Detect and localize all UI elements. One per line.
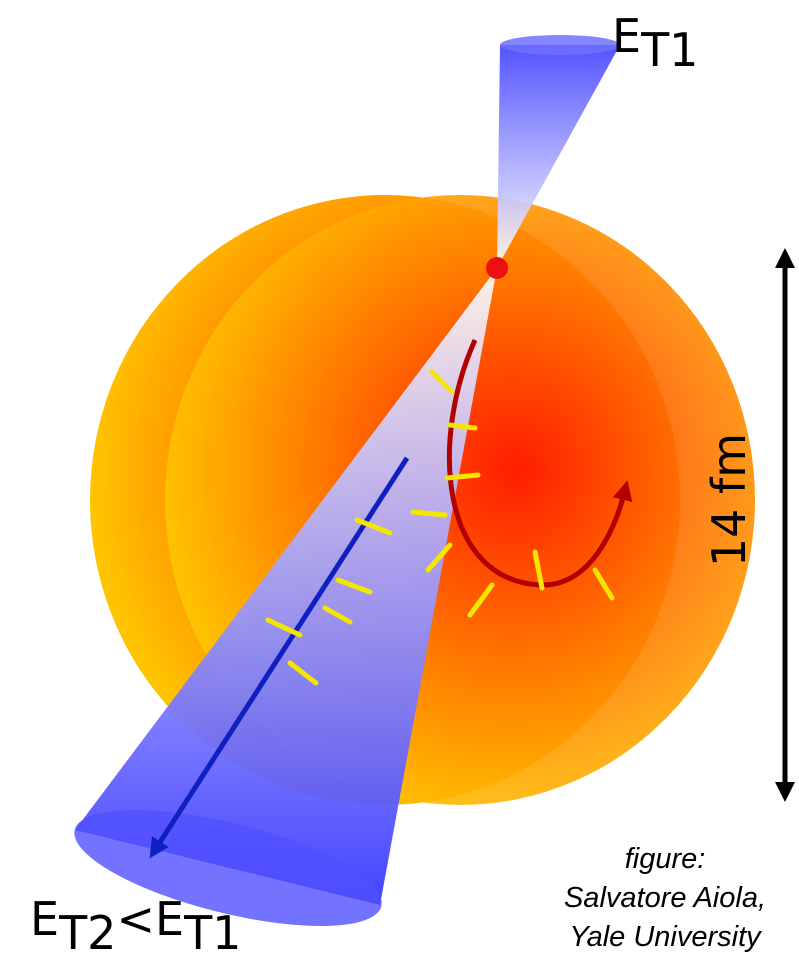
subscript: T1	[640, 23, 698, 77]
credit-line: Salvatore Aiola,	[564, 882, 766, 914]
symbol: E	[30, 892, 59, 946]
subscript: T1	[183, 906, 241, 960]
scale-label: 14 fm	[702, 433, 756, 567]
top-cone-mouth	[500, 35, 620, 55]
vertex	[486, 257, 508, 279]
credit-line: figure:	[625, 843, 706, 875]
credit: figure: Salvatore Aiola, Yale University	[564, 843, 766, 953]
credit-line: Yale University	[569, 921, 762, 953]
symbol: E	[155, 892, 184, 946]
top-jet-label: ET1	[612, 9, 698, 77]
subscript: T2	[58, 906, 116, 960]
relation: <	[116, 892, 155, 946]
symbol: E	[612, 9, 641, 63]
diagram: 14 fm ET1 ET2<ET1 figure:Salvatore Aiola…	[0, 0, 799, 961]
